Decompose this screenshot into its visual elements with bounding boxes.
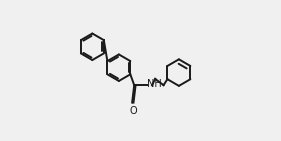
Text: O: O — [129, 106, 137, 116]
Text: NH: NH — [147, 79, 162, 89]
